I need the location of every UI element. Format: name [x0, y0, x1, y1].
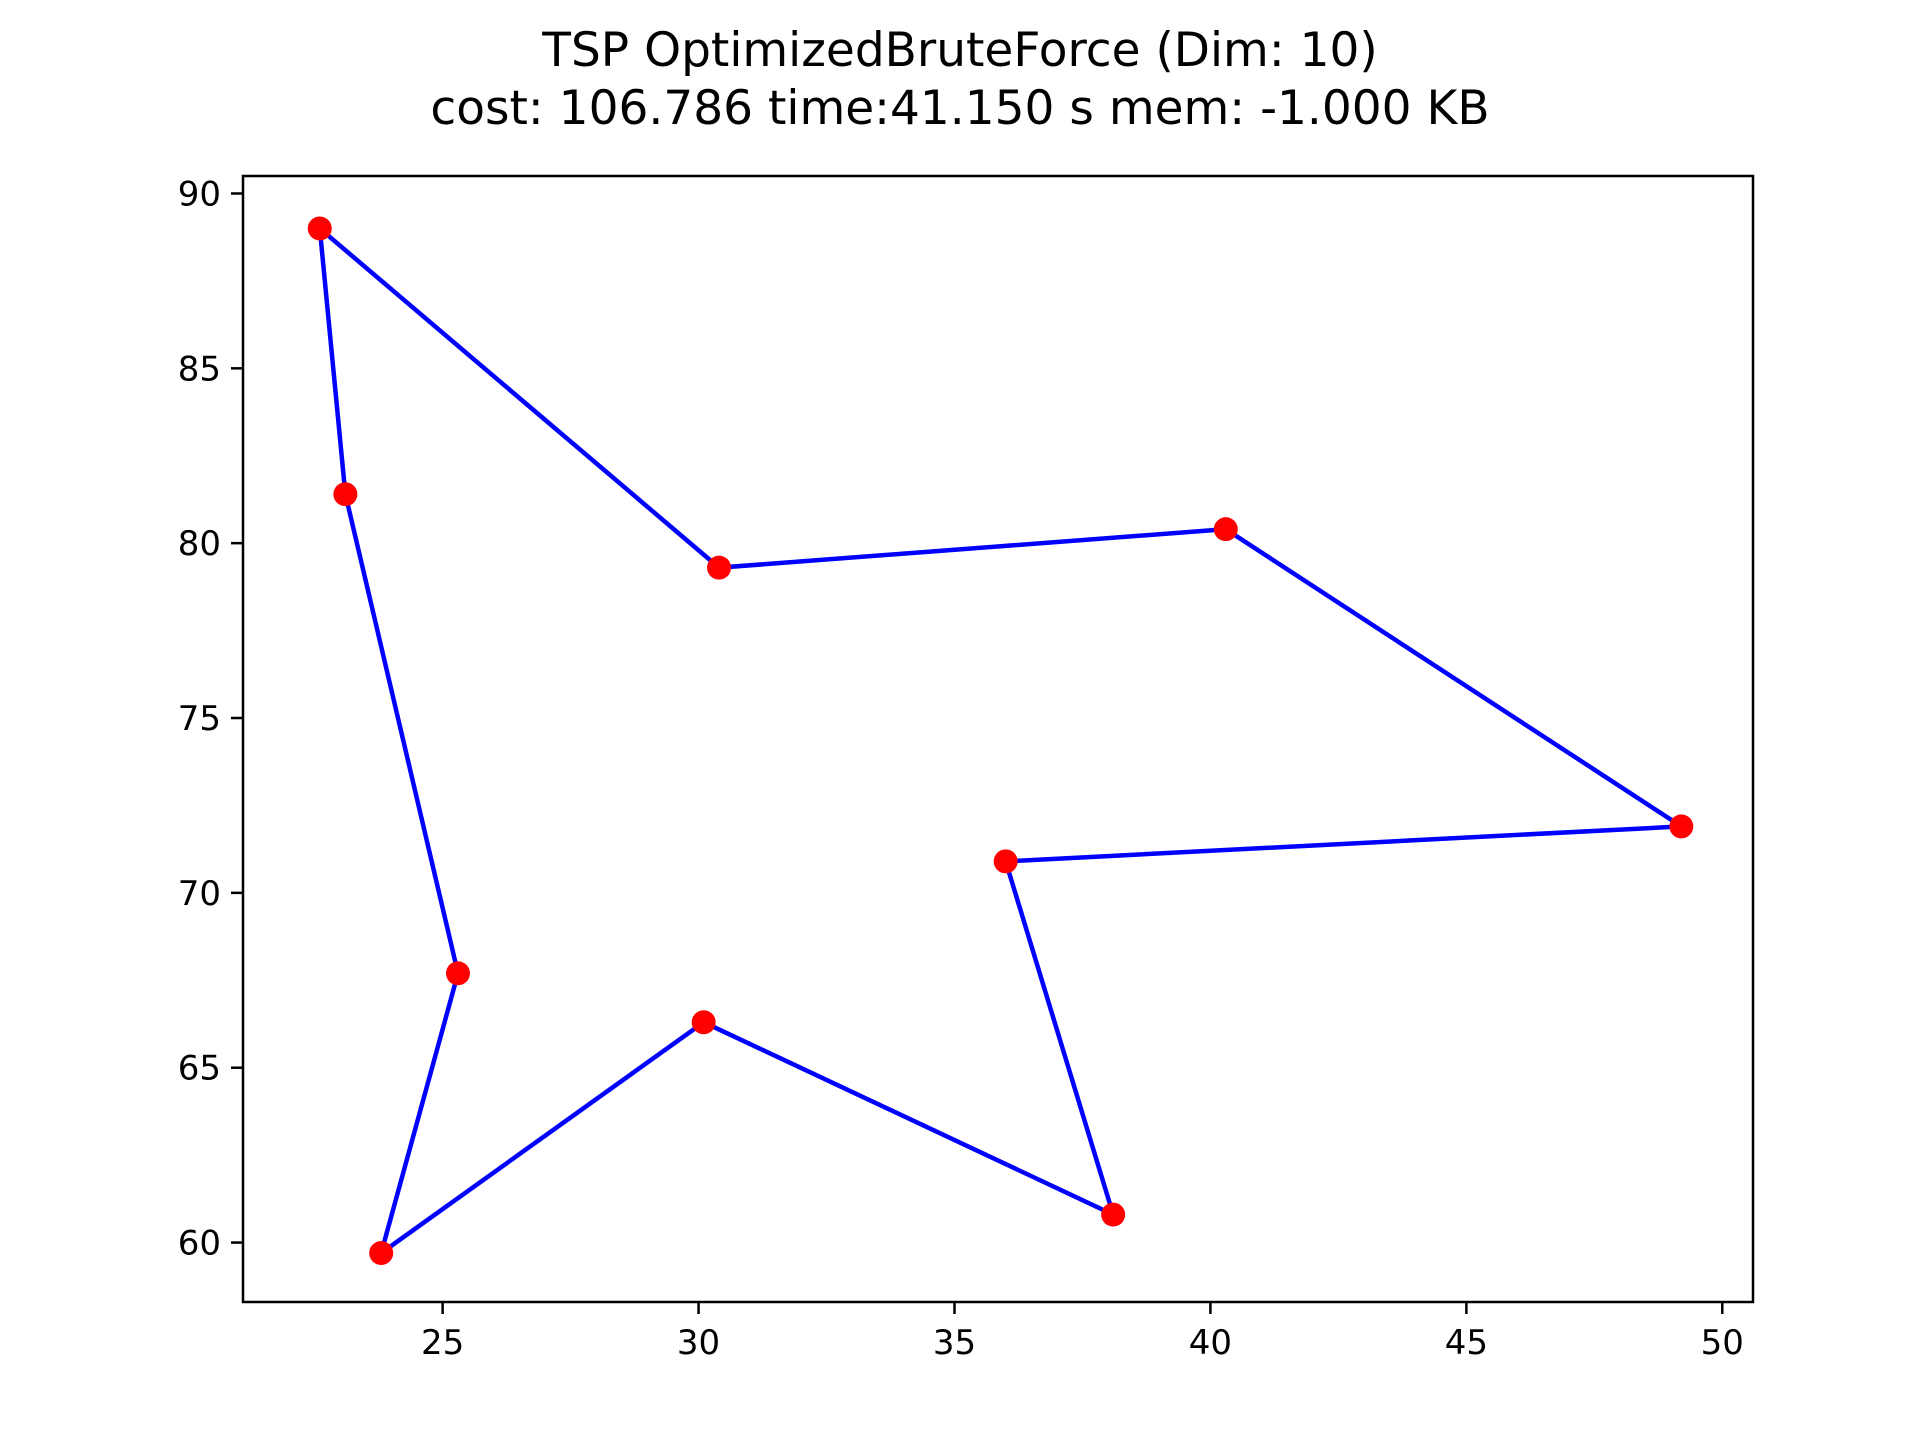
tour-segment: [716, 526, 1229, 571]
city-point: [691, 1010, 716, 1035]
chart-subtitle: cost: 106.786 time:41.150 s mem: -1.000 …: [430, 81, 1489, 136]
city-point: [369, 1241, 394, 1266]
tour-path: [316, 225, 1685, 1257]
y-tick-label: 90: [178, 174, 221, 214]
x-tick-label: 25: [421, 1323, 464, 1363]
x-tick-label: 35: [933, 1323, 976, 1363]
tour-segment: [1003, 824, 1684, 864]
city-point: [707, 555, 732, 580]
tour-segment: [342, 491, 461, 976]
y-tick-label: 80: [178, 524, 221, 564]
tour-segment: [1002, 858, 1116, 1218]
x-tick-label: 30: [677, 1323, 720, 1363]
y-tick-label: 65: [178, 1049, 221, 1089]
tour-segment: [317, 225, 348, 497]
chart-title: TSP OptimizedBruteForce (Dim: 10): [541, 23, 1378, 78]
city-point: [333, 482, 358, 507]
city-point: [445, 961, 470, 986]
tour-segment: [378, 970, 461, 1256]
tour-segment: [1222, 526, 1685, 830]
y-tick-label: 75: [178, 699, 221, 739]
plot-frame: [241, 174, 1755, 1304]
city-points: [307, 216, 1694, 1266]
city-point: [1669, 814, 1694, 839]
city-point: [993, 849, 1018, 874]
x-tick-label: 50: [1701, 1323, 1744, 1363]
y-tick-label: 70: [178, 874, 221, 914]
y-tick-label: 60: [178, 1224, 221, 1264]
city-point: [1101, 1202, 1126, 1227]
y-axis: 60 65 70 75 80 85 90: [178, 174, 243, 1264]
city-point: [307, 216, 332, 241]
x-tick-label: 40: [1189, 1323, 1232, 1363]
tour-segment: [700, 1019, 1117, 1218]
city-point: [1213, 517, 1238, 542]
y-tick-label: 85: [178, 349, 221, 389]
tour-segment: [316, 225, 723, 571]
x-tick-label: 45: [1445, 1323, 1488, 1363]
tour-segment: [378, 1019, 707, 1257]
x-axis: 25 30 35 40 45 50: [421, 1302, 1744, 1363]
